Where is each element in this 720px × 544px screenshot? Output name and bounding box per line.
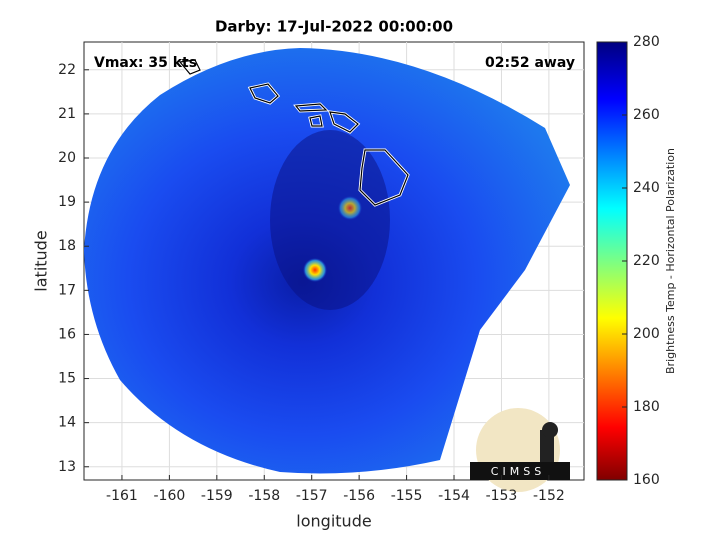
- annotation: 02:52 away: [485, 55, 575, 71]
- colorbar-tick-label: 200: [633, 326, 660, 342]
- x-tick-label: -161: [106, 488, 138, 504]
- x-tick-label: -157: [296, 488, 328, 504]
- x-tick-label: -153: [486, 488, 518, 504]
- y-tick-label: 19: [58, 194, 76, 210]
- colorbar-label: Brightness Temp - Horizontal Polarizatio…: [664, 148, 677, 374]
- chart-title: Darby: 17-Jul-2022 00:00:00: [215, 18, 453, 36]
- y-tick-label: 18: [58, 238, 76, 254]
- hot-spot: [303, 258, 327, 282]
- logo-text: CIMSS: [491, 465, 545, 478]
- colorbar-tick-label: 260: [633, 107, 660, 123]
- hot-spot: [338, 196, 362, 220]
- colorbar-tick-label: 280: [633, 34, 660, 50]
- y-tick-label: 13: [58, 459, 76, 475]
- y-tick-label: 21: [58, 106, 76, 122]
- colorbar-tick-label: 180: [633, 399, 660, 415]
- x-tick-label: -152: [533, 488, 565, 504]
- y-tick-label: 20: [58, 150, 76, 166]
- y-tick-label: 14: [58, 415, 76, 431]
- annotation: Vmax: 35 kts: [94, 55, 197, 71]
- cimss-logo: CIMSS: [470, 408, 570, 492]
- y-tick-label: 22: [58, 62, 76, 78]
- colorbar-tick-label: 160: [633, 472, 660, 488]
- colorbar-tick-label: 220: [633, 253, 660, 269]
- x-tick-label: -156: [343, 488, 375, 504]
- x-tick-label: -160: [153, 488, 185, 504]
- y-axis-label: latitude: [32, 230, 51, 291]
- x-tick-label: -159: [201, 488, 233, 504]
- y-tick-label: 17: [58, 282, 76, 298]
- x-axis-label: longitude: [296, 512, 371, 531]
- x-tick-label: -158: [248, 488, 280, 504]
- y-tick-label: 16: [58, 326, 76, 342]
- storm-core: [270, 130, 390, 310]
- colorbar-tick-label: 240: [633, 180, 660, 196]
- y-tick-label: 15: [58, 371, 76, 387]
- x-tick-label: -154: [438, 488, 470, 504]
- x-tick-label: -155: [391, 488, 423, 504]
